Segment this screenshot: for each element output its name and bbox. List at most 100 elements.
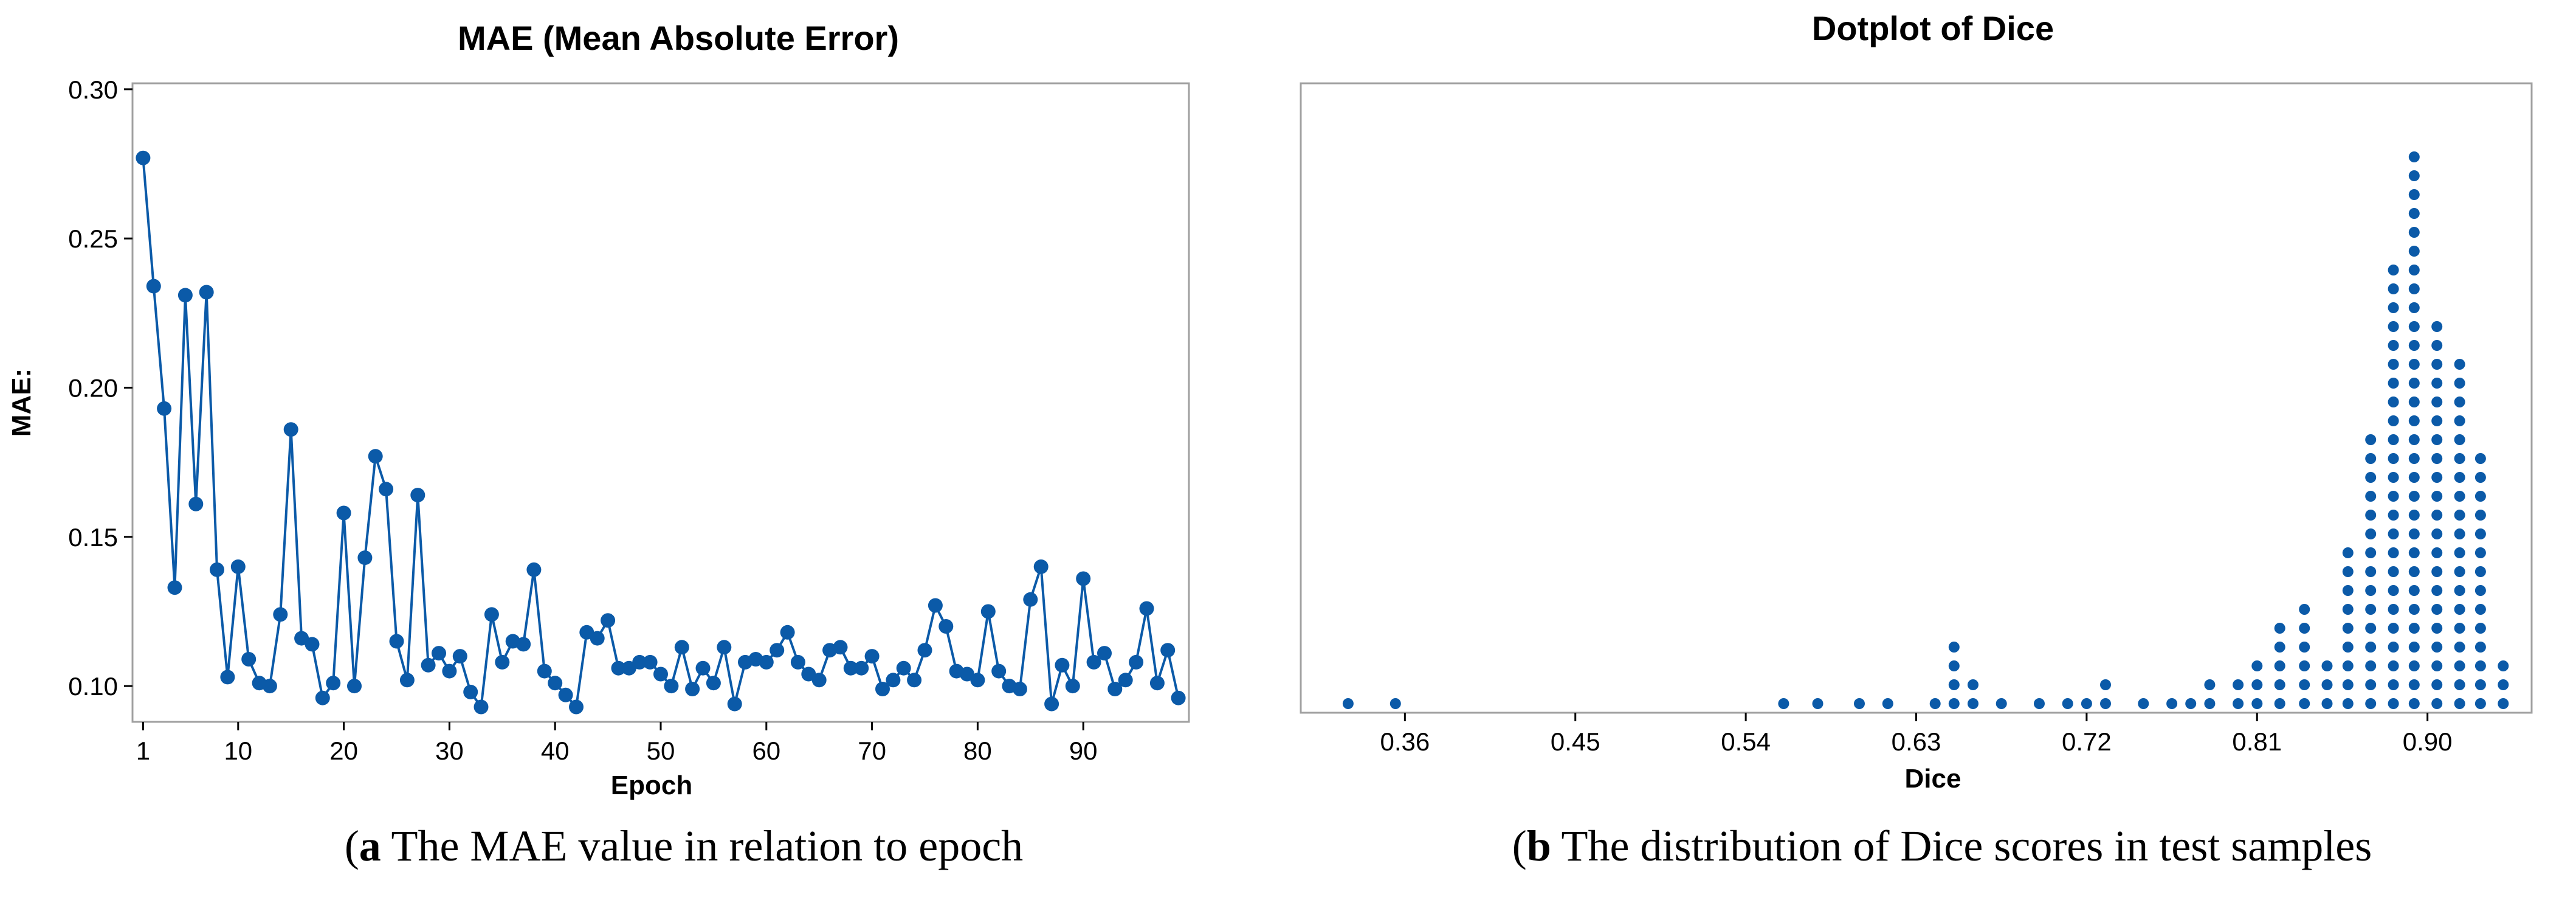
dice-dot [2498, 698, 2509, 709]
dice-dot [2365, 679, 2377, 690]
mae-data-point [336, 505, 351, 521]
mae-data-point [157, 401, 172, 416]
dice-dot [2233, 679, 2244, 690]
dice-dot [2408, 604, 2420, 615]
mae-data-point [210, 562, 224, 577]
mae-data-point [379, 482, 394, 497]
dice-dot [2365, 660, 2377, 671]
mae-data-point [1086, 654, 1101, 670]
dice-dot [2431, 623, 2443, 634]
dice-dot [2431, 378, 2443, 389]
dice-dot [2474, 510, 2486, 521]
mae-x-tick-label: 50 [647, 736, 675, 765]
dice-dot [2408, 528, 2420, 539]
dice-dot [2431, 698, 2443, 709]
mae-data-point [1033, 559, 1049, 574]
dice-dot [1968, 679, 1978, 690]
dice-dot [2274, 660, 2285, 671]
mae-data-point [230, 559, 246, 574]
dice-dot [2388, 623, 2399, 634]
dice-dot [2408, 302, 2420, 313]
mae-data-point [854, 660, 869, 676]
mae-data-point [136, 150, 151, 165]
dice-dot [2204, 679, 2216, 690]
dice-dot [2365, 566, 2377, 577]
dice-dot [2138, 698, 2149, 709]
dice-dot [2166, 698, 2178, 709]
dice-dot [2299, 642, 2310, 653]
dice-dot [2474, 679, 2486, 690]
mae-data-point [759, 654, 774, 670]
dice-dot [2388, 283, 2399, 294]
dice-dot [2185, 698, 2197, 709]
mae-data-point [780, 625, 795, 640]
mae-x-tick-label: 70 [858, 736, 886, 765]
mae-data-point [843, 660, 858, 676]
dice-dot [2388, 434, 2399, 445]
dice-dot [2498, 679, 2509, 690]
dice-dot [2431, 321, 2443, 332]
dice-dot [2454, 453, 2465, 464]
mae-data-point [495, 654, 510, 670]
mae-data-point [864, 649, 880, 664]
mae-data-point [1023, 592, 1038, 607]
dice-dot [2365, 491, 2377, 502]
mae-data-point [801, 667, 816, 682]
dice-dot [2408, 227, 2420, 238]
dice-dot [2454, 679, 2465, 690]
mae-data-point [199, 285, 214, 300]
mae-data-point [146, 279, 161, 294]
dice-dot [2498, 660, 2509, 671]
dice-dot [2431, 397, 2443, 407]
mae-data-point [389, 634, 404, 649]
dice-dot [2408, 547, 2420, 558]
dice-dot [2388, 321, 2399, 332]
dice-dot [1968, 698, 1978, 709]
dice-dot [2204, 698, 2216, 709]
dice-dot [2408, 434, 2420, 445]
dice-dot [2388, 415, 2399, 426]
dice-dot [2365, 453, 2377, 464]
mae-x-tick-label: 20 [329, 736, 358, 765]
mae-data-point [432, 646, 446, 661]
mae-data-point [727, 696, 742, 712]
dice-dot [2474, 547, 2486, 558]
dice-dot [2342, 679, 2354, 690]
dice-dot [2365, 698, 2377, 709]
dice-dot [2431, 528, 2443, 539]
mae-data-point [283, 422, 298, 437]
dice-dot [2474, 604, 2486, 615]
dice-dot [2408, 321, 2420, 332]
dice-dot [2431, 415, 2443, 426]
mae-x-tick-label: 90 [1069, 736, 1098, 765]
dice-dot [1929, 698, 1941, 709]
dice-x-tick-label: 0.81 [2232, 727, 2282, 756]
mae-data-point [399, 673, 415, 688]
dice-dot [2388, 340, 2399, 351]
caption-b-text: The distribution of Dice scores in test … [1551, 822, 2372, 870]
mae-data-point [886, 673, 901, 688]
dice-dot [2408, 189, 2420, 200]
dice-dot [2388, 566, 2399, 577]
dice-dot [2388, 472, 2399, 483]
dice-dot [2431, 642, 2443, 653]
dice-dot [2388, 397, 2399, 407]
dice-dot [2408, 585, 2420, 596]
mae-y-tick-label: 0.20 [68, 373, 118, 402]
dice-dot [2408, 415, 2420, 426]
mae-data-point [188, 496, 204, 511]
mae-data-point [569, 699, 584, 715]
dice-dot [2408, 359, 2420, 370]
dice-dot [2454, 698, 2465, 709]
dice-dot [2431, 453, 2443, 464]
mae-data-point [896, 660, 911, 676]
dice-dot [2431, 359, 2443, 370]
mae-data-point [664, 679, 679, 694]
dice-dot [2408, 510, 2420, 521]
dice-dot [2431, 547, 2443, 558]
dice-dot [1948, 660, 1960, 671]
dice-dot [2388, 528, 2399, 539]
dice-dot [2388, 302, 2399, 313]
dice-dot [2251, 698, 2263, 709]
dice-dot [2408, 246, 2420, 257]
